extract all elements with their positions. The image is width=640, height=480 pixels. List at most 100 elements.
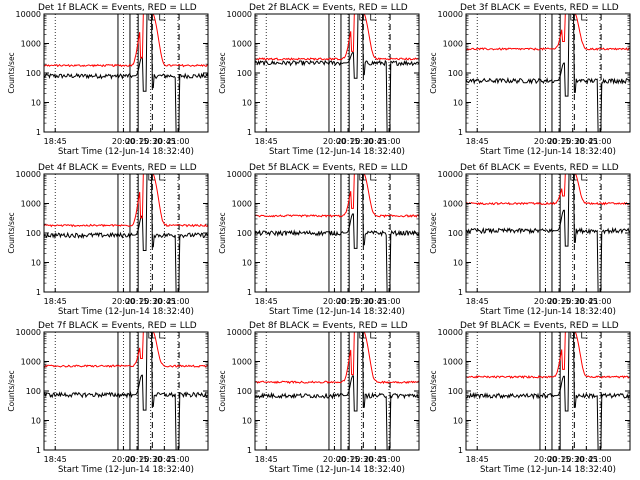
x-axis-label: Start Time (12-Jun-14 18:32:40) (58, 147, 194, 157)
y-tick-label: 100 (26, 229, 41, 238)
x-tick-label: 20:30 (350, 455, 373, 464)
y-axis-label: Counts/sec (429, 370, 438, 411)
x-tick-label: 20:00 (323, 455, 346, 464)
panel-7: Det 7f BLACK = Events, RED = LLD 1 10 100 10… (7, 321, 209, 475)
y-tick-label: 100 (26, 387, 41, 396)
y-tick-label: 10 (31, 259, 41, 268)
y-tick-label: 1000 (443, 358, 463, 367)
x-tick-label: 18:45 (255, 455, 278, 464)
x-tick-label: 20:00 (112, 455, 135, 464)
plot-frame (465, 173, 631, 293)
x-tick-label: 21:00 (377, 137, 400, 146)
events-series-line (44, 332, 208, 450)
x-tick-label: 20:00 (323, 297, 346, 306)
x-tick-label: 21:00 (377, 455, 400, 464)
x-tick-label: 20:30 (561, 455, 584, 464)
panel-title: Det 3f BLACK = Events, RED = LLD (460, 3, 619, 13)
plot-frame (254, 13, 420, 133)
x-axis-label: Start Time (12-Jun-14 18:32:40) (269, 147, 405, 157)
x-tick-label: 21:00 (377, 297, 400, 306)
y-tick-label: 10000 (227, 10, 252, 19)
x-tick-label: 20:45 (575, 455, 598, 464)
attenuator-marker (159, 332, 166, 339)
attenuator-marker (148, 332, 155, 339)
y-tick-label: 1 (36, 288, 41, 297)
y-tick-label: 10000 (16, 170, 41, 179)
panel-title: Det 9f BLACK = Events, RED = LLD (460, 321, 619, 331)
x-tick-label: 20:45 (153, 297, 176, 306)
y-tick-label: 100 (237, 387, 252, 396)
lld-series-line (255, 14, 419, 61)
attenuator-marker (370, 332, 377, 339)
attenuator-marker (581, 332, 588, 339)
panel-title: Det 6f BLACK = Events, RED = LLD (460, 163, 619, 173)
x-axis-label: Start Time (12-Jun-14 18:32:40) (480, 465, 616, 475)
x-tick-label: 20:15 (337, 137, 360, 146)
attenuator-marker (370, 14, 377, 21)
events-series-line (255, 14, 419, 132)
x-tick-label: 20:00 (534, 297, 557, 306)
y-tick-label: 1 (36, 446, 41, 455)
panel-9: Det 9f BLACK = Events, RED = LLD 1 10 100 10… (429, 321, 631, 475)
y-tick-label: 10 (453, 259, 463, 268)
y-axis-label: Counts/sec (7, 52, 16, 93)
lld-series-line (44, 174, 208, 228)
attenuator-marker (570, 332, 577, 339)
events-series-line (255, 174, 419, 292)
panel-4: Det 4f BLACK = Events, RED = LLD 1 10 100 10… (7, 163, 209, 317)
plot-frame (465, 331, 631, 451)
x-tick-label: 18:45 (44, 137, 67, 146)
panel-5: Det 5f BLACK = Events, RED = LLD 1 10 100 10… (218, 163, 420, 317)
y-tick-label: 1000 (443, 200, 463, 209)
x-tick-label: 21:00 (588, 137, 611, 146)
x-tick-label: 20:45 (364, 455, 387, 464)
y-tick-label: 1000 (21, 200, 41, 209)
x-tick-label: 20:30 (139, 137, 162, 146)
lld-series-line (255, 332, 419, 385)
x-tick-label: 20:45 (364, 137, 387, 146)
events-series-line (466, 174, 630, 292)
y-axis-label: Counts/sec (429, 52, 438, 93)
attenuator-marker (148, 174, 155, 181)
x-tick-label: 21:00 (588, 297, 611, 306)
y-tick-label: 10 (242, 417, 252, 426)
x-tick-label: 20:30 (350, 297, 373, 306)
x-axis-label: Start Time (12-Jun-14 18:32:40) (480, 307, 616, 317)
y-tick-label: 10000 (16, 10, 41, 19)
x-tick-label: 20:00 (112, 297, 135, 306)
y-tick-label: 10000 (438, 170, 463, 179)
plot-frame (43, 13, 209, 133)
x-tick-label: 21:00 (166, 455, 189, 464)
x-tick-label: 20:45 (153, 455, 176, 464)
y-tick-label: 10 (31, 99, 41, 108)
x-tick-label: 20:45 (364, 297, 387, 306)
x-tick-label: 21:00 (166, 137, 189, 146)
y-axis-label: Counts/sec (218, 52, 227, 93)
x-axis-label: Start Time (12-Jun-14 18:32:40) (58, 307, 194, 317)
y-axis-label: Counts/sec (7, 212, 16, 253)
y-tick-label: 1 (458, 288, 463, 297)
y-tick-label: 1000 (232, 358, 252, 367)
x-tick-label: 20:00 (112, 137, 135, 146)
x-tick-label: 18:45 (466, 455, 489, 464)
x-tick-label: 20:30 (350, 137, 373, 146)
y-tick-label: 1000 (21, 40, 41, 49)
lld-series-line (255, 174, 419, 218)
attenuator-marker (159, 14, 166, 21)
y-tick-label: 10 (453, 417, 463, 426)
x-tick-label: 18:45 (44, 455, 67, 464)
x-tick-label: 20:00 (534, 455, 557, 464)
x-tick-label: 18:45 (466, 297, 489, 306)
y-tick-label: 1 (458, 128, 463, 137)
panel-8: Det 8f BLACK = Events, RED = LLD 1 10 100 10… (218, 321, 420, 475)
attenuator-marker (370, 174, 377, 181)
attenuator-marker (581, 14, 588, 21)
y-tick-label: 1000 (232, 200, 252, 209)
panel-2: Det 2f BLACK = Events, RED = LLD 1 10 100 10… (218, 3, 420, 157)
attenuator-marker (148, 14, 155, 21)
y-tick-label: 1 (247, 128, 252, 137)
panel-title: Det 2f BLACK = Events, RED = LLD (249, 3, 408, 13)
y-tick-label: 100 (26, 69, 41, 78)
x-tick-label: 21:00 (588, 455, 611, 464)
